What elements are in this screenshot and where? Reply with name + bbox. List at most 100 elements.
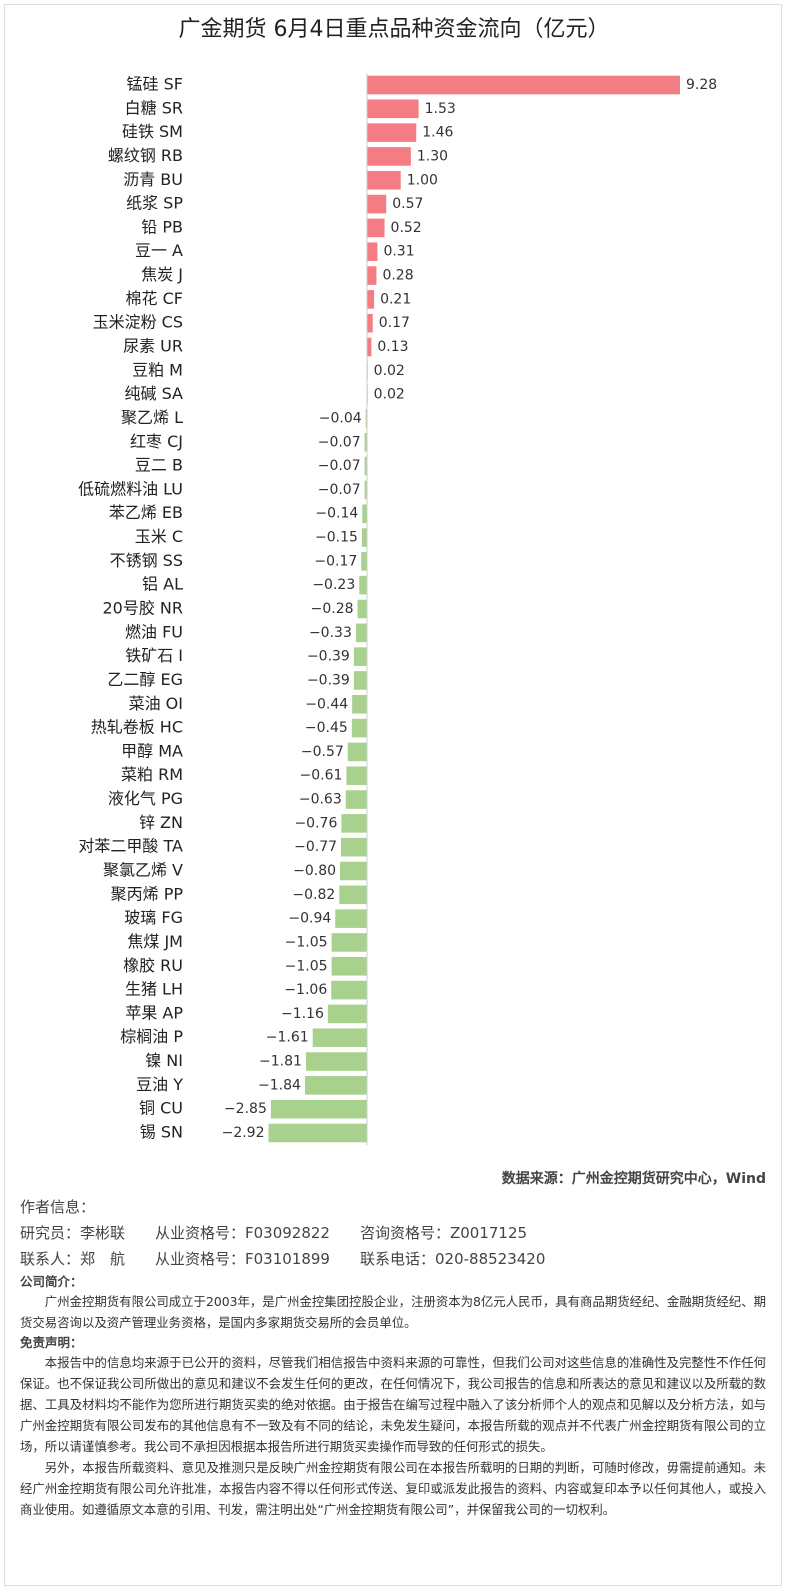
category-label: 焦煤 JM (127, 932, 183, 951)
value-label: 0.13 (377, 339, 408, 355)
bar (357, 599, 367, 619)
category-label: 铁矿石 I (125, 646, 183, 665)
value-label: 1.00 (407, 172, 438, 188)
category-label: 燃油 FU (125, 622, 183, 641)
bar (347, 742, 367, 762)
value-label: 0.17 (379, 315, 410, 331)
bar (353, 671, 367, 690)
bar (367, 170, 401, 190)
category-label: 尿素 UR (123, 337, 183, 356)
category-label: 铝 AL (142, 575, 183, 594)
category-label: 豆二 B (135, 456, 183, 475)
category-label: 生猪 LH (125, 980, 183, 999)
value-label: −2.85 (224, 1101, 267, 1117)
author-heading: 作者信息： (20, 1198, 96, 1216)
bar (365, 409, 367, 428)
value-label: −0.82 (292, 887, 335, 903)
value-label: −2.92 (222, 1125, 265, 1141)
category-label: 甲醇 MA (121, 741, 183, 760)
bar (364, 456, 367, 476)
bar (305, 1052, 367, 1071)
value-label: −0.61 (300, 768, 343, 784)
value-label: −0.07 (318, 458, 361, 474)
bar (364, 432, 367, 452)
value-label: −1.61 (266, 1030, 309, 1046)
bar (331, 956, 367, 976)
bar (367, 99, 419, 119)
value-label: 0.02 (374, 363, 405, 379)
category-label: 螺纹钢 RB (108, 146, 183, 165)
value-label: 1.46 (422, 125, 453, 141)
category-label: 豆油 Y (136, 1075, 183, 1094)
value-label: 0.52 (391, 220, 422, 236)
bar (353, 647, 367, 666)
value-label: −0.07 (318, 434, 361, 450)
bar (367, 242, 378, 262)
category-label: 锰硅 SF (127, 75, 183, 94)
category-label: 红枣 CJ (130, 432, 183, 451)
value-label: −0.07 (318, 482, 361, 498)
value-label: −0.23 (312, 577, 355, 593)
category-label: 20号胶 NR (102, 599, 183, 618)
bar (340, 861, 367, 881)
value-label: 9.28 (686, 77, 717, 93)
value-label: −0.33 (309, 625, 352, 641)
bar (346, 766, 367, 786)
category-label: 纯碱 SA (125, 384, 184, 403)
bar (367, 194, 387, 214)
source: 数据来源：广州金控期货研究中心，Wind (501, 1171, 766, 1187)
value-label: 0.21 (380, 291, 411, 307)
bar (367, 313, 373, 333)
value-label: −1.81 (259, 1054, 302, 1070)
category-label: 硅铁 SM (122, 122, 183, 141)
bar (312, 1028, 367, 1048)
category-label: 玉米 C (135, 527, 183, 546)
value-label: −0.04 (319, 410, 362, 426)
category-label: 豆一 A (135, 241, 183, 260)
value-label: −0.44 (305, 696, 348, 712)
category-label: 锌 ZN (139, 813, 183, 832)
value-label: −0.17 (314, 553, 357, 569)
bar (361, 552, 367, 571)
category-label: 焦炭 J (141, 265, 183, 284)
chart: 广金期货 6月4日重点品种资金流向（亿元） 锰硅 SF 9.28 白糖 SR 1.53… (78, 17, 717, 1145)
footer: 数据来源：广州金控期货研究中心，Wind 作者信息： 研究员：李彬联 从业资格号… (0, 1168, 788, 1520)
value-label: −1.84 (258, 1077, 301, 1093)
category-label: 铜 CU (139, 1099, 183, 1118)
category-label: 苯乙烯 EB (109, 503, 183, 522)
bar (341, 837, 367, 857)
category-label: 低硫燃料油 LU (78, 479, 183, 498)
category-label: 玻璃 FG (124, 908, 183, 927)
chart-title: 广金期货 6月4日重点品种资金流向（亿元） (179, 17, 610, 42)
category-label: 纸浆 SP (126, 194, 183, 213)
bar (352, 694, 367, 714)
value-label: −0.14 (315, 506, 358, 522)
bar (339, 885, 367, 905)
category-label: 菜油 OI (129, 694, 183, 713)
bar (364, 480, 367, 500)
value-label: −0.45 (305, 720, 348, 736)
category-label: 乙二醇 EG (107, 670, 183, 689)
category-label: 聚乙烯 L (121, 408, 183, 427)
category-label: 豆粕 M (132, 360, 183, 379)
bar (304, 1076, 367, 1095)
value-label: −0.39 (307, 672, 350, 688)
value-label: −0.39 (307, 649, 350, 665)
value-label: −0.94 (288, 911, 331, 927)
value-label: −0.76 (294, 815, 337, 831)
bar (367, 147, 411, 166)
bar (341, 814, 367, 833)
bar (331, 933, 367, 952)
bar (331, 980, 367, 1000)
category-label: 聚氯乙烯 V (103, 861, 183, 880)
bar (367, 123, 417, 142)
value-label: −1.06 (284, 982, 327, 998)
bar (270, 1099, 367, 1119)
category-label: 白糖 SR (125, 98, 183, 117)
disclaimer-heading: 免责声明： (20, 1335, 83, 1350)
bar (335, 909, 367, 928)
value-label: −0.57 (301, 744, 344, 760)
value-label: 0.57 (392, 196, 423, 212)
disclaimer-text: 另外，本报告所载资料、意见及推测只是反映广州金控期货有限公司在本报告所载明的日期… (20, 1460, 766, 1517)
bar (355, 623, 367, 643)
